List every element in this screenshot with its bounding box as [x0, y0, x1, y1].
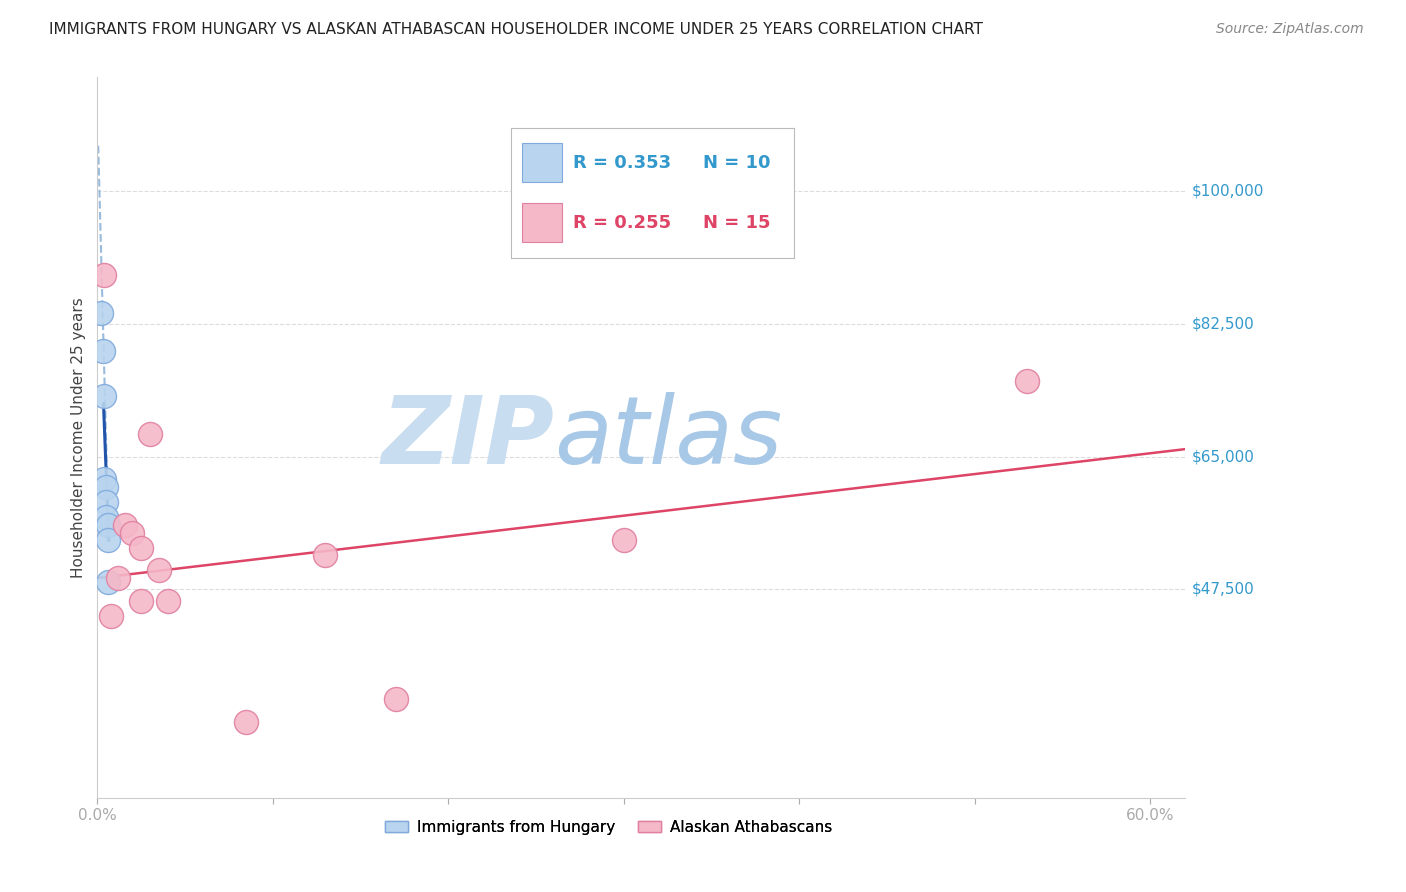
- Point: [148, 564, 170, 578]
- Point: [97, 518, 120, 533]
- Point: [90, 305, 112, 319]
- Point: [314, 549, 336, 563]
- Point: [139, 427, 162, 442]
- Point: [93, 473, 115, 487]
- Text: IMMIGRANTS FROM HUNGARY VS ALASKAN ATHABASCAN HOUSEHOLDER INCOME UNDER 25 YEARS : IMMIGRANTS FROM HUNGARY VS ALASKAN ATHAB…: [49, 22, 983, 37]
- Y-axis label: Householder Income Under 25 years: Householder Income Under 25 years: [72, 297, 86, 578]
- Point: [129, 541, 152, 555]
- Text: atlas: atlas: [554, 392, 783, 483]
- Point: [129, 594, 152, 608]
- Point: [94, 495, 117, 509]
- Text: $47,500: $47,500: [1192, 582, 1254, 597]
- Point: [91, 343, 114, 358]
- Point: [613, 533, 636, 548]
- Point: [100, 609, 122, 624]
- Point: [97, 533, 120, 548]
- Text: $100,000: $100,000: [1192, 184, 1264, 199]
- Legend: Immigrants from Hungary, Alaskan Athabascans: Immigrants from Hungary, Alaskan Athabas…: [378, 814, 838, 841]
- Point: [156, 594, 179, 608]
- Point: [97, 574, 120, 589]
- Point: [114, 518, 136, 533]
- Point: [384, 692, 406, 706]
- Text: ZIP: ZIP: [381, 392, 554, 483]
- Point: [121, 525, 143, 540]
- Point: [1017, 374, 1039, 388]
- Point: [94, 480, 117, 494]
- Text: $82,500: $82,500: [1192, 317, 1254, 332]
- Text: $65,000: $65,000: [1192, 450, 1256, 464]
- Point: [107, 571, 129, 585]
- Point: [93, 389, 115, 403]
- Point: [235, 715, 257, 730]
- Point: [93, 268, 115, 282]
- Text: Source: ZipAtlas.com: Source: ZipAtlas.com: [1216, 22, 1364, 37]
- Point: [94, 510, 117, 524]
